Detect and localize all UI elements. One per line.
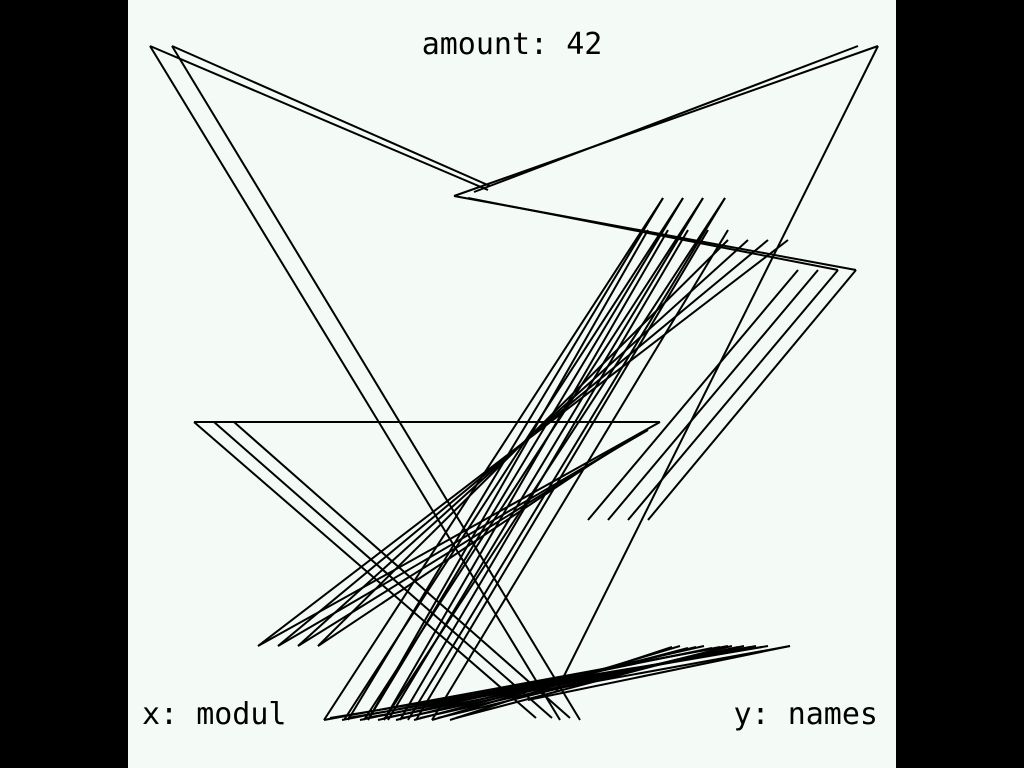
- drawn-line: [233, 421, 571, 719]
- x-value: modul: [196, 697, 287, 732]
- drawn-line: [171, 45, 491, 187]
- drawn-line: [555, 45, 879, 693]
- drawn-line: [193, 421, 537, 719]
- drawn-line: [149, 45, 489, 191]
- y-label: y:: [733, 697, 770, 732]
- amount-label: amount:: [421, 27, 549, 62]
- amount-readout: amount: 42: [128, 30, 896, 60]
- drawn-line: [431, 229, 729, 721]
- drawn-line: [383, 229, 669, 721]
- drawn-line: [415, 229, 709, 721]
- y-parameter-readout: y: names: [734, 700, 879, 730]
- drawn-line: [363, 197, 704, 721]
- drawn-line: [317, 445, 619, 647]
- amount-value: 42: [566, 27, 603, 62]
- drawn-line: [449, 646, 673, 721]
- drawn-line: [607, 269, 819, 521]
- drawn-line: [527, 645, 791, 701]
- drawn-line: [467, 197, 839, 271]
- drawn-line: [453, 45, 879, 197]
- drawn-line: [399, 229, 689, 721]
- drawn-line: [317, 239, 729, 647]
- drawn-line: [171, 45, 581, 721]
- line-drawing: [149, 45, 879, 721]
- drawn-line: [149, 45, 561, 721]
- drawn-line: [343, 197, 684, 721]
- x-label: x:: [142, 697, 179, 732]
- sketch-canvas: amount: 42 x: modul y: names: [128, 0, 896, 768]
- drawn-line: [367, 229, 649, 721]
- drawn-line: [323, 197, 664, 721]
- drawn-line: [627, 269, 839, 521]
- drawn-line: [473, 45, 859, 193]
- drawn-line: [547, 645, 791, 691]
- drawn-line: [407, 197, 726, 721]
- y-value: names: [787, 697, 878, 732]
- drawn-line: [587, 269, 799, 521]
- drawn-line: [257, 421, 661, 647]
- x-parameter-readout: x: modul: [142, 700, 287, 730]
- drawn-line: [647, 269, 857, 521]
